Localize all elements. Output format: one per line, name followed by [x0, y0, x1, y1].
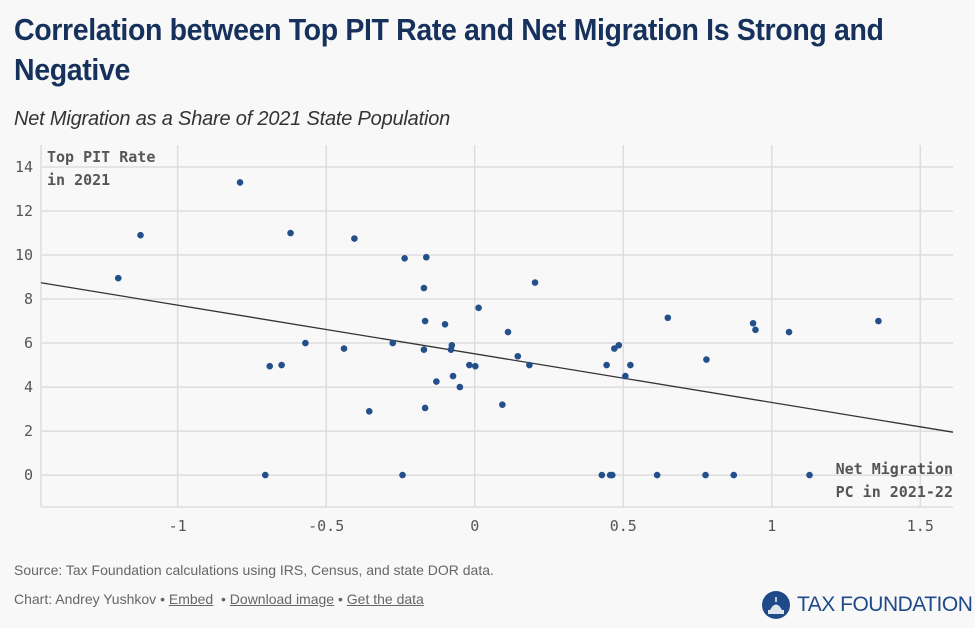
data-point: [420, 284, 428, 292]
data-point: [365, 407, 373, 415]
download-image-link[interactable]: Download image: [229, 591, 335, 607]
data-point: [421, 317, 429, 325]
data-point: [703, 356, 710, 363]
data-point: [472, 362, 479, 370]
data-point: [752, 326, 759, 334]
separator: •: [160, 591, 165, 607]
data-point: [287, 229, 294, 237]
credits-line: Chart: Andrey Yushkov • Embed • Download…: [14, 591, 424, 607]
data-point: [603, 361, 610, 369]
data-point: [664, 314, 672, 322]
x-tick-label: 1: [767, 517, 776, 535]
data-point: [266, 362, 274, 370]
data-point: [702, 471, 709, 479]
y-tick-label: 2: [24, 422, 33, 440]
x-tick-label: -1: [169, 517, 187, 535]
data-point: [351, 235, 358, 242]
data-point: [340, 345, 348, 352]
data-point: [422, 253, 430, 261]
data-point: [622, 372, 629, 380]
data-point: [137, 231, 144, 239]
x-tick-label: -0.5: [308, 517, 344, 535]
data-point: [806, 471, 813, 479]
data-point: [261, 471, 269, 479]
data-point: [456, 383, 464, 391]
x-axis-title-line2: PC in 2021-22: [836, 483, 953, 501]
x-tick-label: 0: [470, 517, 479, 535]
trend-line: [40, 282, 954, 433]
y-tick-label: 6: [24, 334, 33, 352]
separator: •: [337, 591, 343, 607]
capitol-dome-icon: [762, 591, 790, 619]
data-point: [531, 279, 539, 286]
x-gridlines: [40, 145, 953, 508]
data-point: [278, 361, 285, 369]
data-point: [447, 346, 455, 353]
chart-subtitle: Net Migration as a Share of 2021 State P…: [14, 108, 451, 130]
tax-foundation-logo[interactable]: TAX FOUNDATION: [761, 590, 973, 620]
data-point: [475, 304, 482, 312]
y-gridlines: [41, 166, 953, 476]
data-point: [514, 352, 522, 360]
data-point: [598, 471, 606, 479]
data-point: [433, 378, 440, 385]
data-point: [875, 317, 882, 325]
data-point: [749, 319, 757, 327]
logo-text: TAX FOUNDATION: [797, 593, 973, 616]
data-point: [466, 361, 473, 369]
source-note: Source: Tax Foundation calculations usin…: [14, 562, 494, 578]
data-point: [615, 341, 623, 349]
y-axis-title-line2: in 2021: [47, 171, 110, 189]
data-point: [114, 274, 122, 282]
separator: •: [221, 591, 226, 607]
x-axis-title-line1: Net Migration: [836, 460, 953, 478]
data-point: [441, 321, 449, 328]
y-tick-label: 10: [15, 246, 33, 264]
x-tick-labels: -1 -0.5 0 0.5 1 1.5: [169, 517, 934, 535]
data-point: [499, 401, 506, 408]
data-point: [401, 255, 408, 262]
data-point: [236, 179, 244, 186]
data-point: [420, 346, 428, 353]
y-axis-title-line1: Top PIT Rate: [47, 148, 155, 166]
embed-link[interactable]: Embed: [168, 591, 214, 607]
x-tick-label: 0.5: [610, 517, 637, 535]
chart-author: Chart: Andrey Yushkov: [14, 591, 157, 607]
y-tick-label: 12: [15, 202, 33, 220]
data-point: [730, 471, 738, 479]
y-tick-label: 0: [24, 466, 33, 484]
y-tick-label: 14: [15, 158, 33, 176]
data-point: [389, 339, 397, 347]
get-data-link[interactable]: Get the data: [346, 591, 424, 607]
data-point: [399, 471, 406, 479]
chart-title: Correlation between Top PIT Rate and Net…: [14, 12, 884, 87]
data-point: [653, 471, 661, 479]
data-point: [449, 372, 457, 380]
data-point: [627, 361, 634, 369]
data-point: [504, 328, 512, 336]
x-tick-label: 1.5: [907, 517, 934, 535]
data-point: [608, 471, 616, 479]
data-point: [526, 361, 533, 369]
data-point: [785, 328, 793, 336]
data-point: [421, 404, 429, 412]
y-tick-label: 8: [24, 290, 33, 308]
data-points: [114, 179, 882, 479]
y-tick-label: 4: [24, 378, 33, 396]
data-point: [302, 339, 309, 347]
y-tick-labels: 0 2 4 6 8 10 12 14: [15, 158, 33, 484]
